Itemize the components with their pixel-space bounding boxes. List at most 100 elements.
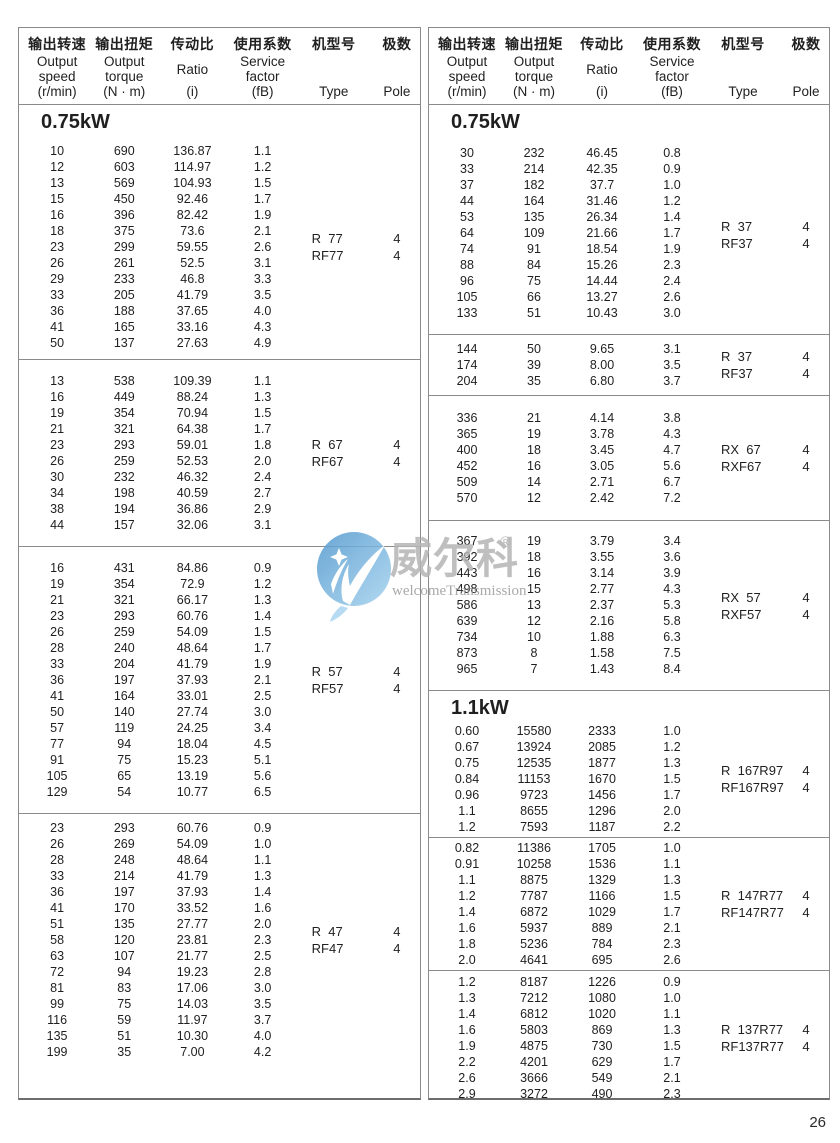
- output-speed-value: 12: [50, 160, 65, 174]
- brand-name-cn: 威尔科: [390, 535, 520, 582]
- service-factor-value: 2.3: [663, 1087, 681, 1100]
- ratio-value: 70.94: [176, 406, 209, 420]
- ratio-value: 2.37: [589, 598, 615, 612]
- output-torque-value: 5236: [520, 937, 548, 951]
- output-speed-value: 133: [456, 306, 478, 320]
- output-speed-value: 586: [456, 598, 478, 612]
- spec-row: 105 65 13.19 5.6: [19, 768, 420, 784]
- output-speed-value: 77: [50, 737, 65, 751]
- spec-row: 2.0 4641 695 2.6: [429, 952, 829, 968]
- model-block: 0.60 15580 2333 1.0 0.67 13924 2085 1.2 0.75 1253…: [429, 721, 829, 837]
- output-speed-value: 1.1: [458, 804, 476, 818]
- service-factor-value: 3.8: [663, 411, 681, 425]
- spec-row: 19 354 72.9 1.2: [19, 576, 420, 592]
- output-speed-value: 26: [50, 837, 65, 851]
- header-label-en: (N · m): [513, 84, 555, 99]
- output-torque-value: 321: [113, 593, 135, 607]
- spec-row: 1.1 8655 1296 2.0: [429, 803, 829, 819]
- spec-row: 99 75 14.03 3.5: [19, 996, 420, 1012]
- output-speed-value: 129: [46, 785, 68, 799]
- spec-row: 204 35 6.80 3.7: [429, 373, 829, 389]
- spec-row: 41 164 33.01 2.5: [19, 688, 420, 704]
- ratio-value: 114.97: [173, 160, 212, 174]
- output-speed-value: 0.75: [454, 756, 480, 770]
- spec-row: 2.6 3666 549 2.1: [429, 1070, 829, 1086]
- output-speed-value: 452: [456, 459, 478, 473]
- output-speed-value: 1.3: [458, 991, 476, 1005]
- ratio-value: 66.17: [176, 593, 209, 607]
- output-torque-value: 5803: [520, 1023, 548, 1037]
- ratio-value: 46.45: [586, 146, 618, 160]
- spec-row: 1.3 7212 1080 1.0: [429, 990, 829, 1006]
- output-speed-value: 28: [50, 853, 65, 867]
- service-factor-value: 0.9: [663, 162, 681, 176]
- service-factor-value: 6.7: [663, 475, 681, 489]
- header-label-cn: 输出转速: [438, 36, 496, 52]
- header-cell: 输出转速 Output speed (r/min): [19, 34, 95, 99]
- spec-row: 0.84 11153 1670 1.5: [429, 771, 829, 787]
- service-factor-value: 1.6: [253, 901, 272, 915]
- header-label-en: Service: [649, 54, 695, 69]
- output-speed-value: 33: [50, 288, 65, 302]
- header-label-en: Ratio: [176, 61, 209, 77]
- brand-name-en: welcomeTransmission: [392, 583, 527, 599]
- output-speed-value: 1.4: [458, 1007, 476, 1021]
- header-cell: 极数 Pole: [374, 34, 420, 99]
- brand-logo-icon: [317, 532, 391, 622]
- ratio-value: 60.76: [176, 821, 209, 835]
- spec-row: 29 233 46.8 3.3: [19, 271, 420, 287]
- service-factor-value: 0.9: [663, 975, 681, 989]
- service-factor-value: 2.3: [253, 933, 272, 947]
- spec-row: 0.91 10258 1536 1.1: [429, 856, 829, 872]
- output-torque-value: 8875: [520, 873, 548, 887]
- ratio-value: 1296: [588, 804, 616, 818]
- ratio-value: 73.6: [180, 224, 205, 238]
- spec-row: 734 10 1.88 6.3: [429, 629, 829, 645]
- ratio-value: 2333: [588, 724, 616, 738]
- header-label-en: Output: [513, 54, 555, 69]
- output-torque-value: 4875: [520, 1039, 548, 1053]
- header-label-en: (N · m): [103, 84, 146, 99]
- spec-row: 96 75 14.44 2.4: [429, 273, 829, 289]
- spec-row: 0.75 12535 1877 1.3: [429, 755, 829, 771]
- spec-row: 50 140 27.74 3.0: [19, 704, 420, 720]
- output-speed-value: 23: [50, 438, 65, 452]
- ratio-value: 629: [591, 1055, 613, 1069]
- ratio-value: 41.79: [176, 288, 209, 302]
- header-label-cn: 机型号: [721, 36, 765, 52]
- output-speed-value: 18: [50, 224, 65, 238]
- ratio-value: 104.93: [173, 176, 212, 190]
- spec-row: 144 50 9.65 3.1: [429, 341, 829, 357]
- output-speed-value: 1.2: [458, 889, 476, 903]
- column-header-row: 输出转速 Output speed (r/min) 输出扭矩 Output torque (N…: [19, 28, 420, 105]
- spec-row: 41 170 33.52 1.6: [19, 900, 420, 916]
- spec-row: 44 157 32.06 3.1: [19, 517, 420, 533]
- output-torque-value: 83: [117, 981, 132, 995]
- ratio-value: 15.23: [176, 753, 209, 767]
- service-factor-value: 1.3: [663, 1023, 681, 1037]
- service-factor-value: 2.4: [253, 470, 272, 484]
- output-torque-value: 13924: [516, 740, 552, 754]
- output-speed-value: 639: [456, 614, 478, 628]
- output-torque-value: 299: [113, 240, 135, 254]
- power-section: 0.75kW 10 690 136.87 1.1 12 603 114.97 1.2 13 569 1…: [19, 105, 420, 1066]
- service-factor-value: 5.6: [663, 459, 681, 473]
- spec-row: 44 164 31.46 1.2: [429, 193, 829, 209]
- service-factor-value: 8.4: [663, 662, 681, 676]
- spec-row: 452 16 3.05 5.6: [429, 458, 829, 474]
- service-factor-value: 1.0: [663, 991, 681, 1005]
- service-factor-value: 1.7: [253, 422, 272, 436]
- output-speed-value: 105: [46, 769, 68, 783]
- service-factor-value: 3.1: [253, 256, 272, 270]
- service-factor-value: 2.6: [253, 240, 272, 254]
- ratio-value: 41.79: [176, 869, 209, 883]
- ratio-value: 490: [591, 1087, 613, 1100]
- header-cell: 机型号 Type: [294, 34, 374, 99]
- output-speed-value: 1.2: [458, 820, 476, 834]
- ratio-value: 37.7: [589, 178, 615, 192]
- spec-row: 1.4 6812 1020 1.1: [429, 1006, 829, 1022]
- service-factor-value: 4.3: [663, 427, 681, 441]
- spec-row: 37 182 37.7 1.0: [429, 177, 829, 193]
- service-factor-value: 1.9: [663, 242, 681, 256]
- service-factor-value: 2.3: [663, 258, 681, 272]
